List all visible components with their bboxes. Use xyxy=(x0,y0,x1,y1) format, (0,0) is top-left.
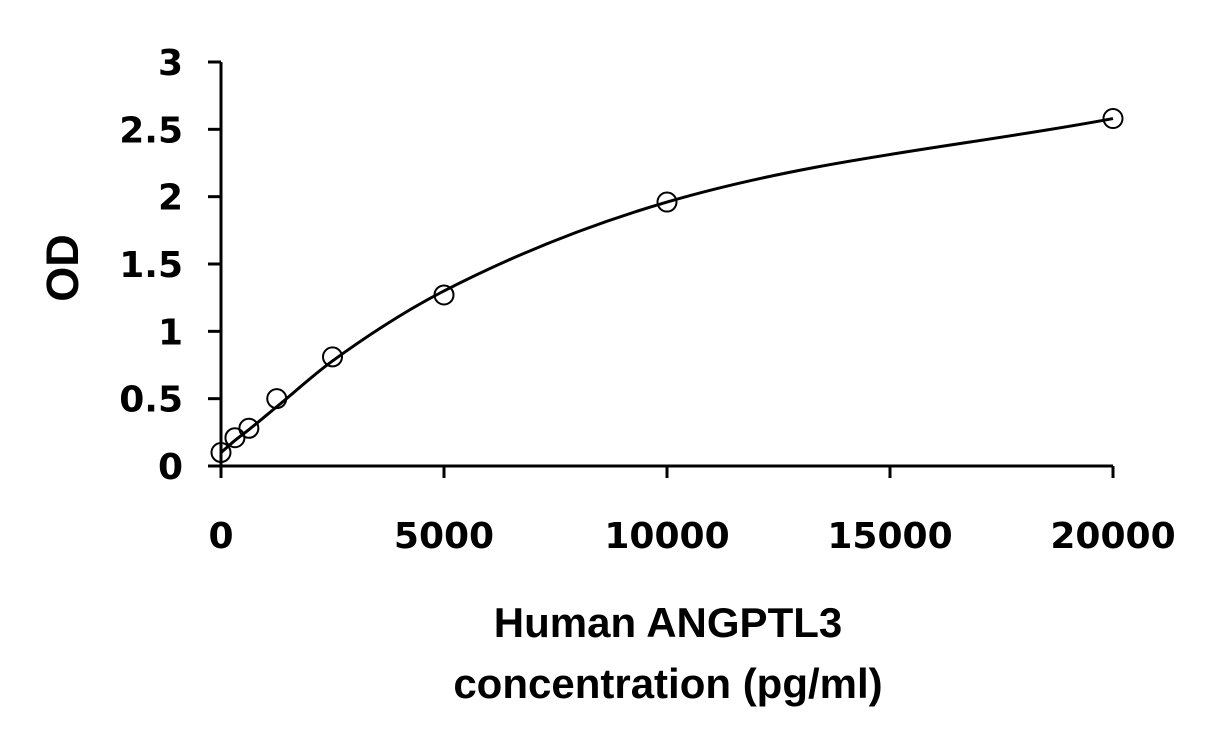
x-tick-label: 20000 xyxy=(1050,516,1175,557)
x-axis-title-line-2: concentration (pg/ml) xyxy=(453,660,882,707)
y-tick-label: 0.5 xyxy=(119,380,183,421)
y-axis-title: OD xyxy=(37,234,88,302)
y-tick-label: 1 xyxy=(158,312,183,353)
y-tick-label: 2.5 xyxy=(119,110,183,151)
data-point xyxy=(210,442,232,464)
x-tick-label: 0 xyxy=(208,516,233,557)
fit-curve-layer xyxy=(220,117,1114,454)
data-point xyxy=(433,284,455,306)
data-point xyxy=(224,427,246,449)
x-ticks: 0 5000 10000 15000 20000 xyxy=(208,466,1176,557)
y-tick-label: 2 xyxy=(158,178,183,219)
data-point xyxy=(1102,108,1124,130)
x-tick-label: 10000 xyxy=(604,516,729,557)
y-ticks: 0 0.5 1 1.5 2 2.5 3 xyxy=(119,43,221,488)
y-tick-label: 3 xyxy=(158,43,183,84)
y-tick-label: 1.5 xyxy=(119,245,183,286)
x-axis-title-line-1: Human ANGPTL3 xyxy=(494,599,842,646)
y-tick-label: 0 xyxy=(158,447,183,488)
data-point xyxy=(656,191,678,213)
data-point xyxy=(322,346,343,368)
fit-curve xyxy=(220,117,1114,454)
x-tick-label: 5000 xyxy=(394,516,494,557)
x-tick-label: 15000 xyxy=(827,516,952,557)
data-point xyxy=(266,388,288,410)
data-markers xyxy=(210,108,1124,464)
axes xyxy=(208,62,1113,468)
data-point xyxy=(238,417,260,439)
